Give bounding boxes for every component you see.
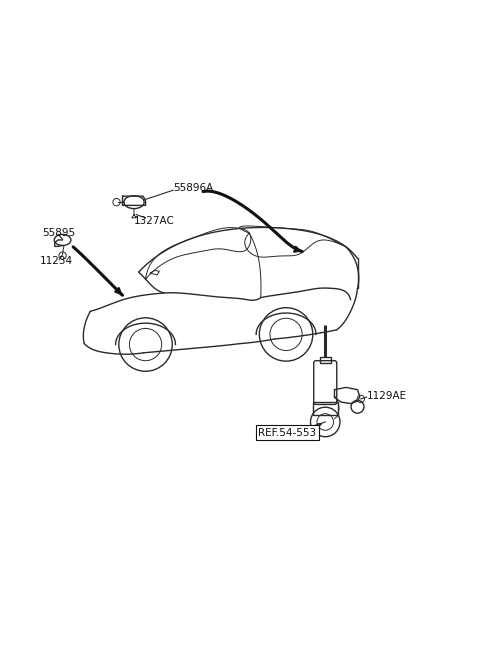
Text: 55895: 55895 [42,228,75,238]
Text: 11234: 11234 [39,255,72,266]
Bar [320,358,331,363]
Text: 1327AC: 1327AC [134,215,175,225]
Text: REF.54-553: REF.54-553 [258,428,316,438]
Bar [313,402,338,415]
Text: 55896A: 55896A [173,183,214,193]
Text: 1129AE: 1129AE [367,390,407,401]
